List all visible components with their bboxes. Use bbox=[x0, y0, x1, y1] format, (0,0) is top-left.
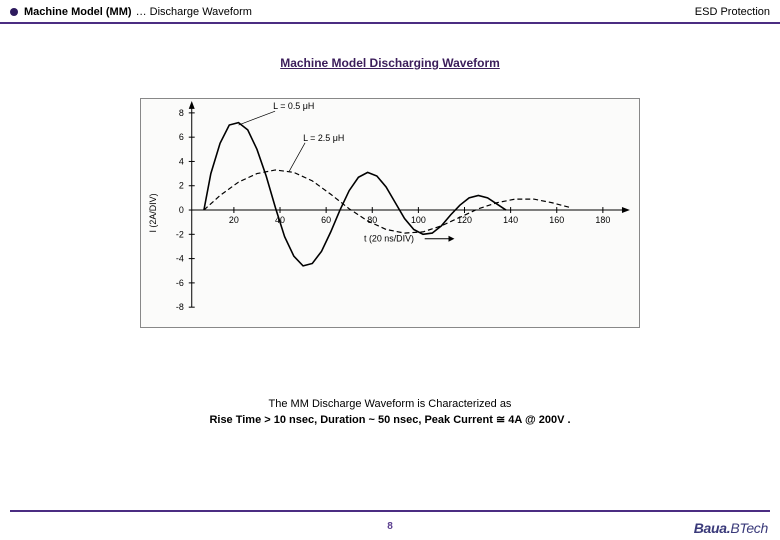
svg-text:180: 180 bbox=[595, 215, 610, 225]
logo: Baua.BTech bbox=[694, 520, 768, 536]
svg-text:-4: -4 bbox=[176, 254, 184, 264]
caption-line2: Rise Time > 10 nsec, Duration ~ 50 nsec,… bbox=[0, 413, 780, 426]
svg-text:2: 2 bbox=[179, 181, 184, 191]
svg-text:20: 20 bbox=[229, 215, 239, 225]
bullet-icon bbox=[10, 8, 18, 16]
waveform-chart: -8-6-4-20246820406080100120140160180I (2… bbox=[140, 98, 640, 328]
svg-text:8: 8 bbox=[179, 108, 184, 118]
footer-rule bbox=[10, 510, 770, 512]
svg-text:100: 100 bbox=[411, 215, 426, 225]
header-right: ESD Protection bbox=[695, 6, 770, 18]
svg-text:140: 140 bbox=[503, 215, 518, 225]
svg-text:L = 2.5 μH: L = 2.5 μH bbox=[303, 133, 344, 143]
svg-text:60: 60 bbox=[321, 215, 331, 225]
svg-text:t (20 ns/DIV): t (20 ns/DIV) bbox=[364, 234, 414, 244]
logo-part-a: Baua. bbox=[694, 520, 731, 536]
svg-text:L = 0.5 μH: L = 0.5 μH bbox=[273, 101, 314, 111]
header: Machine Model (MM) … Discharge Waveform … bbox=[0, 0, 780, 24]
header-title-sub: … Discharge Waveform bbox=[136, 6, 252, 18]
logo-part-b: BTech bbox=[730, 520, 768, 536]
svg-text:0: 0 bbox=[179, 205, 184, 215]
header-title-bold: Machine Model (MM) bbox=[24, 6, 132, 18]
svg-text:-2: -2 bbox=[176, 229, 184, 239]
caption-line1: The MM Discharge Waveform is Characteriz… bbox=[0, 398, 780, 410]
chart-container: -8-6-4-20246820406080100120140160180I (2… bbox=[140, 98, 640, 328]
svg-text:-6: -6 bbox=[176, 278, 184, 288]
svg-text:80: 80 bbox=[367, 215, 377, 225]
svg-text:I (2A/DIV): I (2A/DIV) bbox=[148, 193, 158, 232]
svg-text:120: 120 bbox=[457, 215, 472, 225]
svg-text:160: 160 bbox=[549, 215, 564, 225]
svg-text:6: 6 bbox=[179, 132, 184, 142]
caption: The MM Discharge Waveform is Characteriz… bbox=[0, 398, 780, 426]
page-number: 8 bbox=[387, 521, 393, 532]
svg-text:4: 4 bbox=[179, 156, 184, 166]
chart-title: Machine Model Discharging Waveform bbox=[0, 56, 780, 70]
svg-text:-8: -8 bbox=[176, 302, 184, 312]
